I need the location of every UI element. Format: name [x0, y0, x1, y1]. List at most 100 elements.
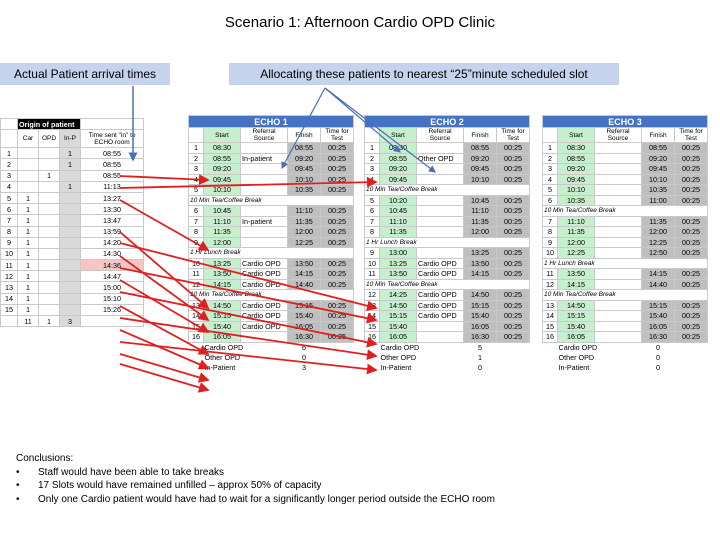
total-label: In-Patient	[380, 363, 412, 372]
break-row: 10 Min Tea/Coffee Break	[542, 205, 708, 217]
slot-number: 13	[364, 299, 380, 311]
slot-start: 14:50	[557, 299, 595, 311]
slot-referral-source	[416, 247, 464, 259]
slot-referral-source: Cardio OPD	[416, 310, 464, 322]
slot-duration: 00:25	[674, 163, 708, 175]
time-sent-cell: 08:55	[80, 158, 144, 171]
inp-cell	[59, 236, 81, 249]
slot-finish: 09:20	[641, 152, 675, 164]
slot-referral-source	[240, 184, 288, 196]
slot-referral-source	[594, 194, 642, 206]
slot-start: 14:15	[557, 278, 595, 290]
slot-start: 10:45	[203, 205, 241, 217]
origin-row: 14 1 15:10	[0, 292, 144, 305]
slot-duration: 00:25	[674, 320, 708, 332]
slot-finish: 10:45	[463, 194, 497, 206]
slot-referral-source	[594, 278, 642, 290]
slot-duration: 00:25	[674, 184, 708, 196]
total-value: 0	[656, 363, 660, 372]
slot-row: 16 16:05 16:30 00:25	[188, 331, 354, 343]
car-cell: 1	[17, 214, 39, 227]
inp-cell	[59, 281, 81, 294]
col-car: Car	[17, 129, 39, 149]
origin-row: 4 1 11:13	[0, 180, 144, 193]
slot-duration: 00:25	[674, 226, 708, 238]
slot-referral-source	[416, 320, 464, 332]
opd-cell	[38, 236, 60, 249]
slot-finish: 09:45	[463, 163, 497, 175]
empty-cell	[497, 342, 530, 353]
slot-referral-source	[416, 142, 464, 154]
total-label: In-Patient	[204, 363, 236, 372]
time-sent-cell: 13:27	[80, 191, 144, 205]
slot-finish: 13:50	[463, 257, 497, 269]
opd-cell	[38, 247, 60, 261]
slot-number: 14	[542, 310, 558, 322]
row-number: 1	[0, 147, 18, 160]
slot-start: 09:20	[379, 163, 417, 175]
slot-number: 5	[364, 194, 380, 206]
slot-finish: 11:35	[641, 215, 675, 227]
slot-referral-source	[416, 173, 464, 185]
origin-row: 15 1 15:26	[0, 303, 144, 317]
car-cell: 1	[17, 247, 39, 261]
slot-referral-source: Cardio OPD	[416, 257, 464, 269]
slot-row: 2 08:55 Other OPD 09:20 00:25	[364, 152, 530, 164]
opd-cell	[38, 259, 60, 272]
slot-referral-source: Cardio OPD	[240, 257, 288, 269]
echo-3-sheet: ECHO 3 Start Referral Source Finish Time for…	[542, 115, 714, 373]
slot-start: 09:45	[379, 173, 417, 185]
slot-number: 11	[542, 268, 558, 280]
col-start: Start	[557, 127, 595, 143]
slot-number: 8	[364, 226, 380, 238]
time-sent-cell: 14:47	[80, 270, 144, 283]
opd-cell	[38, 270, 60, 283]
slot-number: 7	[188, 215, 204, 227]
slot-start: 09:45	[203, 173, 241, 185]
callout-allocation: Allocating these patients to nearest “25…	[229, 63, 619, 85]
slot-start: 14:15	[203, 278, 241, 290]
slot-referral-source	[416, 205, 464, 217]
echo-header-row: ECHO 1	[188, 115, 354, 128]
slot-referral-source: Cardio OPD	[416, 299, 464, 311]
echo-room-name: ECHO 2	[364, 115, 530, 128]
slot-finish: 16:30	[463, 331, 497, 343]
slot-number: 4	[188, 173, 204, 185]
inp-cell: 1	[59, 180, 81, 193]
echo-header-row: ECHO 3	[542, 115, 708, 128]
slot-duration: 00:25	[674, 268, 708, 280]
time-sent-cell: 15:10	[80, 292, 144, 305]
slot-row: 14 15:15 Cardio OPD 15:40 00:25	[364, 310, 530, 322]
row-number: 11	[0, 259, 18, 272]
car-cell	[17, 147, 39, 160]
slot-referral-source	[594, 163, 642, 175]
car-cell: 1	[17, 292, 39, 305]
slot-finish: 12:00	[287, 226, 321, 238]
break-label: 10 Min Tea/Coffee Break	[188, 289, 354, 301]
break-row: 10 Min Tea/Coffee Break	[188, 289, 354, 301]
slot-duration: 00:25	[496, 257, 530, 269]
slot-start: 16:05	[379, 331, 417, 343]
slot-row: 15 15:40 16:05 00:25	[364, 320, 530, 332]
car-cell: 1	[17, 281, 39, 294]
callout-arrival-times: Actual Patient arrival times	[0, 63, 170, 85]
slot-duration: 00:25	[496, 194, 530, 206]
slot-duration: 00:25	[320, 142, 354, 154]
total-value: 6	[302, 343, 306, 352]
echo-total-row: In-Patient 0	[543, 363, 708, 373]
origin-row: 6 1 13:30	[0, 203, 144, 216]
slot-number: 1	[542, 142, 558, 154]
row-number: 13	[0, 281, 18, 294]
slot-start: 11:35	[379, 226, 417, 238]
slot-number: 11	[364, 268, 380, 280]
empty-cell	[321, 342, 354, 353]
slot-row: 6 10:35 11:00 00:25	[542, 194, 708, 206]
slot-number: 16	[188, 331, 204, 343]
opd-cell	[38, 214, 60, 227]
slot-referral-source	[594, 173, 642, 185]
slot-referral-source	[594, 247, 642, 259]
slot-start: 14:50	[203, 299, 241, 311]
slot-duration: 00:25	[320, 268, 354, 280]
slot-referral-source: Cardio OPD	[240, 278, 288, 290]
slot-row: 1 08:30 08:55 00:25	[188, 142, 354, 154]
